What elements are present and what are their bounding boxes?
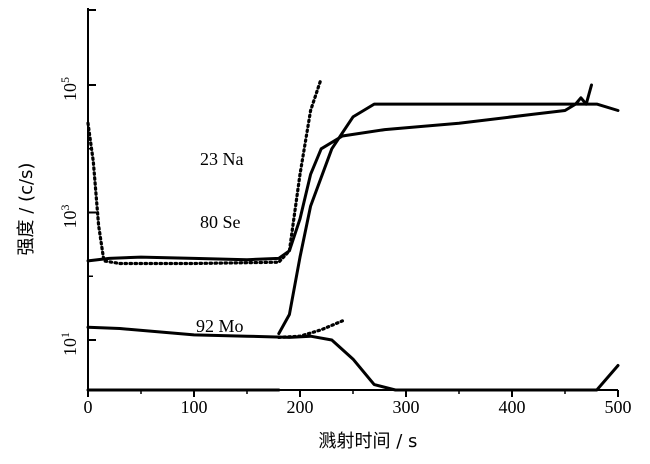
series-line-80-se-solid-3	[86, 325, 620, 392]
x-tick-label: 200	[287, 397, 314, 417]
y-tick-label: 103	[58, 205, 80, 229]
y-tick-label: 101	[58, 332, 80, 356]
x-tick-labels: 0 100 200 300 400 500	[84, 397, 632, 417]
series-label-mo: 92 Mo	[196, 316, 244, 336]
series-line-80-se-dotted-4	[277, 319, 344, 339]
x-axis-title: 溅射时间 / s	[319, 431, 418, 452]
x-tick-label: 0	[84, 397, 93, 417]
series-line-23-na-solid-0	[86, 83, 593, 263]
series-label-na: 23 Na	[200, 149, 244, 169]
x-tick-label: 300	[393, 397, 420, 417]
axes	[87, 8, 619, 397]
series-line-23-na-dotted-1	[86, 77, 323, 266]
x-tick-label: 500	[605, 397, 632, 417]
plot-area	[86, 77, 620, 392]
y-tick-labels: 101 103 105	[58, 77, 80, 356]
series-line-unlabeled-solid-2	[277, 102, 620, 336]
y-tick-label: 105	[58, 77, 80, 101]
y-axis-title: 强度 / (c/s)	[16, 163, 37, 256]
x-tick-label: 400	[499, 397, 526, 417]
series-label-se: 80 Se	[200, 212, 241, 232]
x-tick-label: 100	[181, 397, 208, 417]
